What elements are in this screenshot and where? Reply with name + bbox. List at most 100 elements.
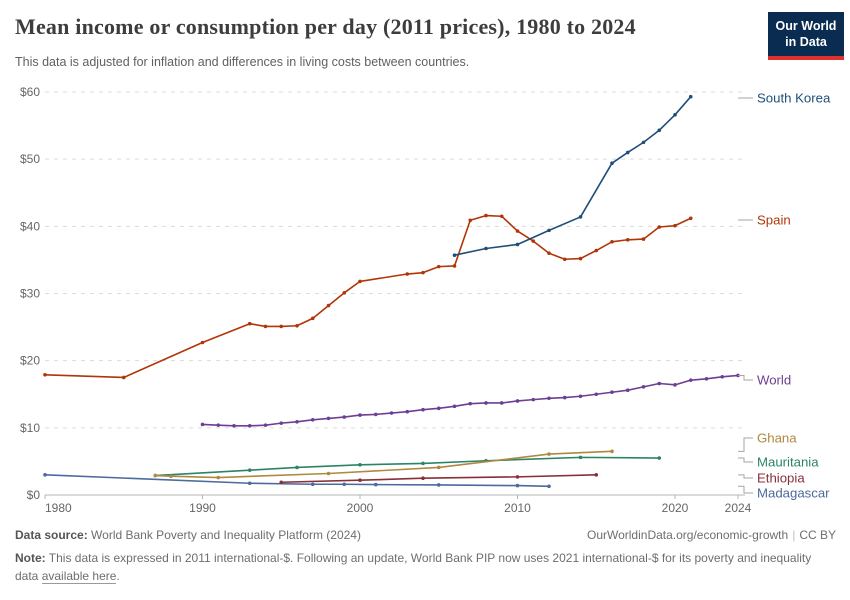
legend-label-mauritania[interactable]: Mauritania — [757, 455, 819, 470]
data-point-world — [484, 401, 488, 405]
series-line-madagascar — [44, 474, 550, 488]
data-point-south-korea — [688, 94, 693, 99]
citation-separator: | — [792, 528, 796, 542]
legend-leader-world — [738, 374, 753, 381]
data-point-world — [358, 413, 362, 417]
note-text: This data is expressed in 2011 internati… — [15, 551, 812, 583]
data-point-spain — [673, 223, 677, 228]
chart-footer: Data source: World Bank Poverty and Ineq… — [15, 528, 836, 585]
data-point-spain — [310, 316, 315, 321]
data-point-spain — [515, 229, 520, 233]
data-point-world — [295, 419, 299, 424]
data-point-south-korea — [641, 140, 646, 145]
data-point-spain — [121, 375, 126, 380]
y-tick-label: $30 — [20, 287, 40, 301]
y-tick-label: $50 — [20, 152, 40, 166]
data-point-world — [389, 411, 394, 415]
legend-leader-mauritania — [738, 457, 753, 463]
data-point-mauritania — [657, 456, 662, 460]
data-point-spain — [657, 225, 662, 229]
legend-label-ethiopia[interactable]: Ethiopia — [757, 471, 805, 486]
series-line-spain — [44, 214, 692, 379]
owid-logo[interactable]: Our World in Data — [768, 12, 844, 60]
data-point-world — [232, 424, 236, 428]
data-point-spain — [342, 291, 347, 295]
data-point-south-korea — [610, 161, 614, 165]
owid-logo-text: Our World in Data — [768, 12, 844, 56]
data-point-ghana — [547, 452, 551, 456]
data-point-spain — [578, 256, 583, 261]
legend-label-madagascar[interactable]: Madagascar — [757, 486, 830, 501]
data-point-spain — [531, 239, 536, 243]
data-point-world — [531, 397, 536, 402]
data-point-spain — [295, 323, 299, 328]
legend-label-world[interactable]: World — [757, 373, 791, 388]
data-point-south-korea — [673, 113, 677, 117]
owid-logo-accent-bar — [768, 55, 844, 60]
data-point-world — [547, 396, 551, 401]
legend-label-ghana[interactable]: Ghana — [757, 431, 797, 446]
data-point-world — [216, 423, 221, 427]
data-point-spain — [688, 216, 693, 221]
x-tick-label: 1990 — [189, 501, 216, 515]
data-point-spain — [358, 279, 362, 284]
data-point-spain — [405, 272, 410, 276]
note-available-here-link[interactable]: available here — [41, 569, 117, 584]
data-point-madagascar — [373, 482, 378, 487]
data-point-spain — [43, 372, 47, 377]
data-point-world — [452, 404, 457, 409]
x-tick-label: 2020 — [662, 501, 689, 515]
data-point-world — [421, 407, 425, 412]
data-point-world — [279, 421, 284, 425]
y-tick-label: $0 — [27, 488, 41, 502]
data-point-spain — [452, 264, 457, 268]
data-point-world — [720, 374, 725, 379]
data-point-spain — [610, 239, 614, 244]
owid-url-link[interactable]: OurWorldinData.org/economic-growth — [586, 528, 789, 542]
data-point-ethiopia — [358, 478, 362, 483]
data-point-mauritania — [421, 461, 425, 466]
data-point-mauritania — [358, 462, 362, 467]
data-point-spain — [468, 218, 473, 223]
data-point-south-korea — [578, 215, 583, 219]
data-point-madagascar — [43, 473, 47, 477]
data-point-ghana — [326, 471, 331, 476]
data-point-south-korea — [625, 150, 630, 155]
data-point-world — [342, 415, 347, 419]
data-point-south-korea — [452, 253, 457, 258]
data-point-south-korea — [515, 242, 520, 247]
data-point-madagascar — [342, 482, 347, 487]
data-point-spain — [547, 251, 551, 255]
data-point-world — [373, 412, 378, 417]
data-point-ghana — [169, 474, 173, 478]
data-point-ethiopia — [515, 475, 520, 479]
data-point-world — [310, 417, 315, 422]
data-point-world — [673, 383, 677, 387]
data-point-mauritania — [295, 465, 299, 470]
x-tick-label: 2010 — [504, 501, 531, 515]
data-point-world — [688, 378, 693, 382]
citation: OurWorldinData.org/economic-growth | CC BY — [587, 528, 836, 542]
data-point-world — [704, 377, 709, 381]
legend-label-spain[interactable]: Spain — [757, 213, 791, 228]
note-label: Note: — [15, 551, 46, 565]
series-line-south-korea — [453, 95, 692, 257]
data-point-spain — [484, 213, 488, 218]
data-point-spain — [594, 248, 599, 253]
y-tick-label: $60 — [20, 85, 40, 99]
data-point-spain — [436, 264, 441, 269]
license-link[interactable]: CC BY — [799, 528, 836, 542]
data-point-world — [263, 423, 268, 427]
legend-leader-madagascar — [738, 485, 753, 494]
legend-label-south-korea[interactable]: South Korea — [757, 91, 831, 106]
data-point-south-korea — [657, 128, 662, 133]
data-point-world — [499, 401, 504, 405]
x-tick-label: 2024 — [725, 501, 752, 515]
data-point-madagascar — [515, 483, 520, 488]
data-point-world — [515, 399, 520, 403]
data-point-mauritania — [247, 468, 252, 472]
x-tick-label: 1980 — [45, 501, 72, 515]
data-point-world — [200, 422, 205, 427]
data-point-world — [657, 381, 662, 386]
